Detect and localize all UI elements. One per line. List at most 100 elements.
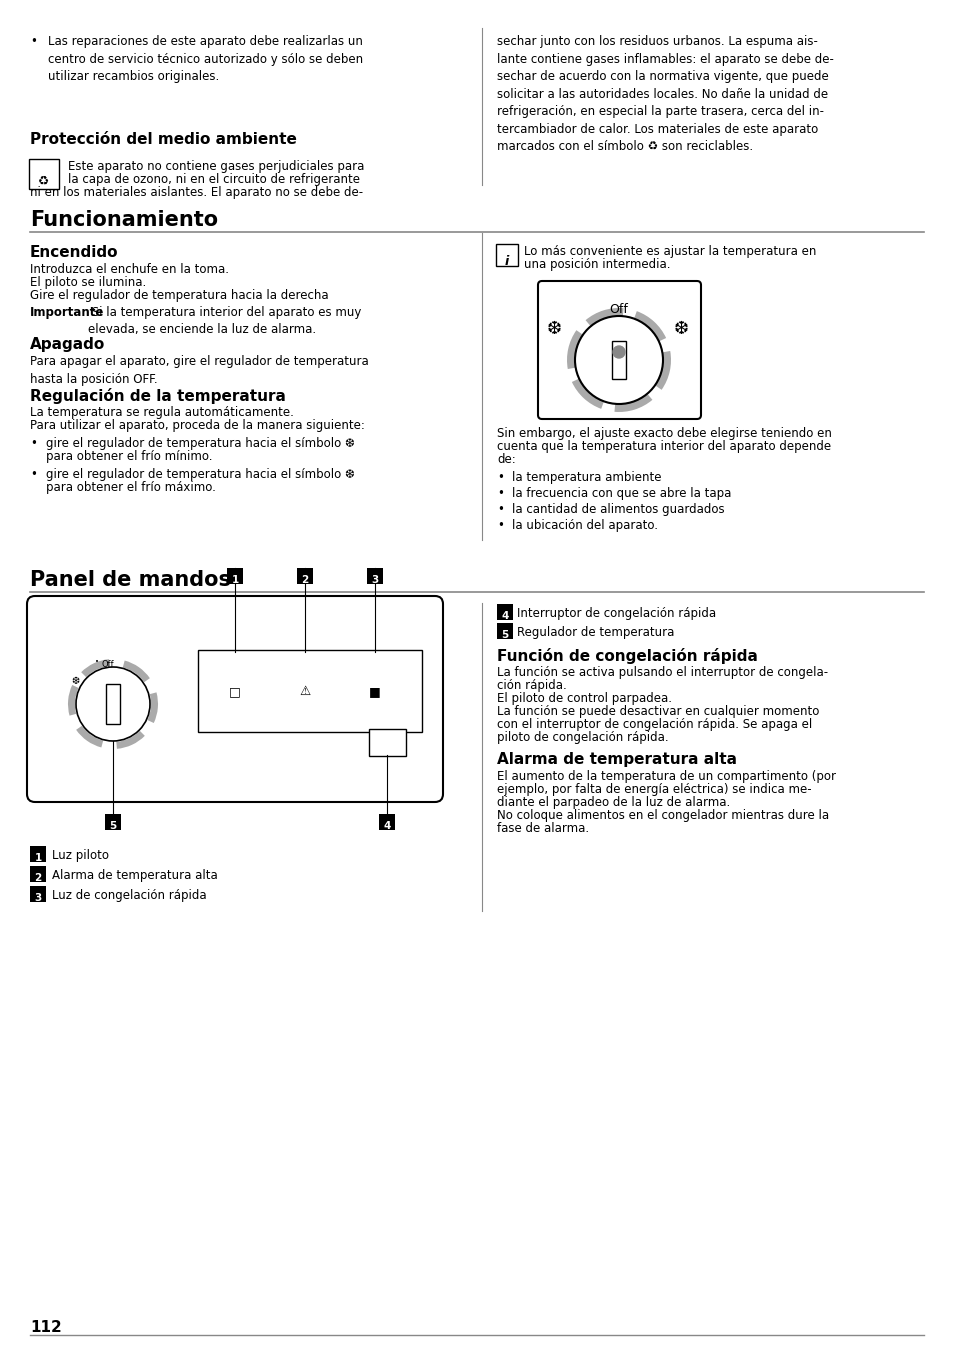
Text: 112: 112 [30, 1320, 62, 1334]
Text: □: □ [229, 685, 240, 698]
Text: cuenta que la temperatura interior del aparato depende: cuenta que la temperatura interior del a… [497, 439, 830, 453]
Text: 2: 2 [301, 575, 309, 585]
Text: Protección del medio ambiente: Protección del medio ambiente [30, 132, 296, 147]
Text: La función se activa pulsando el interruptor de congela-: La función se activa pulsando el interru… [497, 667, 827, 679]
Text: ♻: ♻ [38, 174, 50, 187]
Text: con el interruptor de congelación rápida. Se apaga el: con el interruptor de congelación rápida… [497, 718, 811, 731]
FancyBboxPatch shape [27, 596, 442, 802]
Text: Off: Off [102, 660, 114, 669]
Text: para obtener el frío máximo.: para obtener el frío máximo. [46, 481, 215, 493]
Text: Lo más conveniente es ajustar la temperatura en: Lo más conveniente es ajustar la tempera… [523, 245, 816, 258]
Text: de:: de: [497, 453, 516, 466]
Text: No coloque alimentos en el congelador mientras dure la: No coloque alimentos en el congelador mi… [497, 808, 828, 822]
Bar [367, 568, 382, 584]
Text: •: • [30, 437, 37, 450]
Text: •: • [497, 519, 503, 531]
Text: Apagado: Apagado [30, 337, 105, 352]
Text: •: • [497, 503, 503, 516]
Wedge shape [81, 660, 110, 677]
Text: La función se puede desactivar en cualquier momento: La función se puede desactivar en cualqu… [497, 704, 819, 718]
Text: 1: 1 [232, 575, 238, 585]
Circle shape [575, 316, 662, 404]
Text: Introduzca el enchufe en la toma.: Introduzca el enchufe en la toma. [30, 264, 229, 276]
Bar [497, 623, 513, 639]
Text: ción rápida.: ción rápida. [497, 679, 566, 692]
FancyBboxPatch shape [496, 243, 517, 266]
Text: Función de congelación rápida: Función de congelación rápida [497, 648, 757, 664]
Text: Para apagar el aparato, gire el regulador de temperatura
hasta la posición OFF.: Para apagar el aparato, gire el regulado… [30, 356, 369, 385]
Text: •: • [497, 487, 503, 500]
Text: 4: 4 [383, 821, 391, 831]
Text: 3: 3 [34, 894, 42, 903]
Text: sechar junto con los residuos urbanos. La espuma ais-
lante contiene gases infla: sechar junto con los residuos urbanos. L… [497, 35, 833, 153]
Wedge shape [655, 352, 670, 389]
Circle shape [613, 346, 624, 358]
Text: ❆: ❆ [71, 676, 79, 685]
Text: •: • [30, 35, 37, 49]
Text: la cantidad de alimentos guardados: la cantidad de alimentos guardados [512, 503, 724, 516]
Text: ejemplo, por falta de energía eléctrica) se indica me-: ejemplo, por falta de energía eléctrica)… [497, 783, 811, 796]
Text: ni en los materiales aislantes. El aparato no se debe de-: ni en los materiales aislantes. El apara… [30, 187, 363, 199]
FancyBboxPatch shape [198, 650, 421, 731]
Text: la frecuencia con que se abre la tapa: la frecuencia con que se abre la tapa [512, 487, 731, 500]
Wedge shape [566, 330, 582, 369]
Bar [497, 604, 513, 621]
Text: diante el parpadeo de la luz de alarma.: diante el parpadeo de la luz de alarma. [497, 796, 729, 808]
Text: Regulador de temperatura: Regulador de temperatura [517, 626, 674, 639]
Text: Off: Off [608, 303, 627, 316]
Text: la ubicación del aparato.: la ubicación del aparato. [512, 519, 658, 531]
Text: i: i [504, 256, 509, 268]
Text: Para utilizar el aparato, proceda de la manera siguiente:: Para utilizar el aparato, proceda de la … [30, 419, 364, 433]
Wedge shape [585, 308, 623, 326]
Bar [106, 684, 120, 725]
Text: Las reparaciones de este aparato debe realizarlas un
centro de servicio técnico : Las reparaciones de este aparato debe re… [48, 35, 363, 82]
Text: 4: 4 [500, 611, 508, 621]
Text: El piloto se ilumina.: El piloto se ilumina. [30, 276, 146, 289]
Text: Gire el regulador de temperatura hacia la derecha: Gire el regulador de temperatura hacia l… [30, 289, 328, 301]
Text: Panel de mandos: Panel de mandos [30, 571, 231, 589]
Wedge shape [614, 393, 652, 412]
Text: El piloto de control parpadea.: El piloto de control parpadea. [497, 692, 671, 704]
Wedge shape [148, 692, 158, 723]
Text: una posición intermedia.: una posición intermedia. [523, 258, 670, 270]
Text: para obtener el frío mínimo.: para obtener el frío mínimo. [46, 450, 213, 462]
Text: El aumento de la temperatura de un compartimento (por: El aumento de la temperatura de un compa… [497, 771, 835, 783]
Text: 1: 1 [34, 853, 42, 863]
Text: La temperatura se regula automáticamente.: La temperatura se regula automáticamente… [30, 406, 294, 419]
FancyBboxPatch shape [369, 729, 406, 756]
Text: Importante: Importante [30, 306, 104, 319]
Text: •: • [95, 658, 99, 665]
Wedge shape [68, 685, 78, 715]
Text: Encendido: Encendido [30, 245, 118, 260]
Text: •: • [30, 468, 37, 481]
Text: Luz piloto: Luz piloto [52, 849, 109, 863]
Text: ❆: ❆ [673, 320, 688, 338]
Text: ■: ■ [369, 685, 380, 698]
Bar [296, 568, 313, 584]
Text: Sin embargo, el ajuste exacto debe elegirse teniendo en: Sin embargo, el ajuste exacto debe elegi… [497, 427, 831, 439]
Text: piloto de congelación rápida.: piloto de congelación rápida. [497, 731, 668, 744]
Text: fase de alarma.: fase de alarma. [497, 822, 589, 836]
Text: 5: 5 [501, 630, 508, 639]
Text: ⚠: ⚠ [299, 685, 311, 698]
Bar [105, 814, 121, 830]
Bar [30, 886, 46, 902]
Text: Si la temperatura interior del aparato es muy
elevada, se enciende la luz de ala: Si la temperatura interior del aparato e… [88, 306, 361, 337]
Text: ❆: ❆ [546, 320, 561, 338]
FancyBboxPatch shape [29, 160, 59, 189]
Bar [227, 568, 243, 584]
Circle shape [76, 667, 150, 741]
Text: Interruptor de congelación rápida: Interruptor de congelación rápida [517, 607, 716, 621]
FancyBboxPatch shape [537, 281, 700, 419]
Text: la capa de ozono, ni en el circuito de refrigerante: la capa de ozono, ni en el circuito de r… [68, 173, 359, 187]
Text: Este aparato no contiene gases perjudiciales para: Este aparato no contiene gases perjudici… [68, 160, 364, 173]
Text: la temperatura ambiente: la temperatura ambiente [512, 470, 660, 484]
Wedge shape [634, 311, 665, 342]
Wedge shape [76, 726, 103, 748]
Text: 5: 5 [110, 821, 116, 831]
Text: 3: 3 [371, 575, 378, 585]
Text: gire el regulador de temperatura hacia el símbolo ❆: gire el regulador de temperatura hacia e… [46, 468, 355, 481]
Bar [30, 846, 46, 863]
Bar [612, 341, 625, 379]
Text: Luz de congelación rápida: Luz de congelación rápida [52, 890, 207, 902]
